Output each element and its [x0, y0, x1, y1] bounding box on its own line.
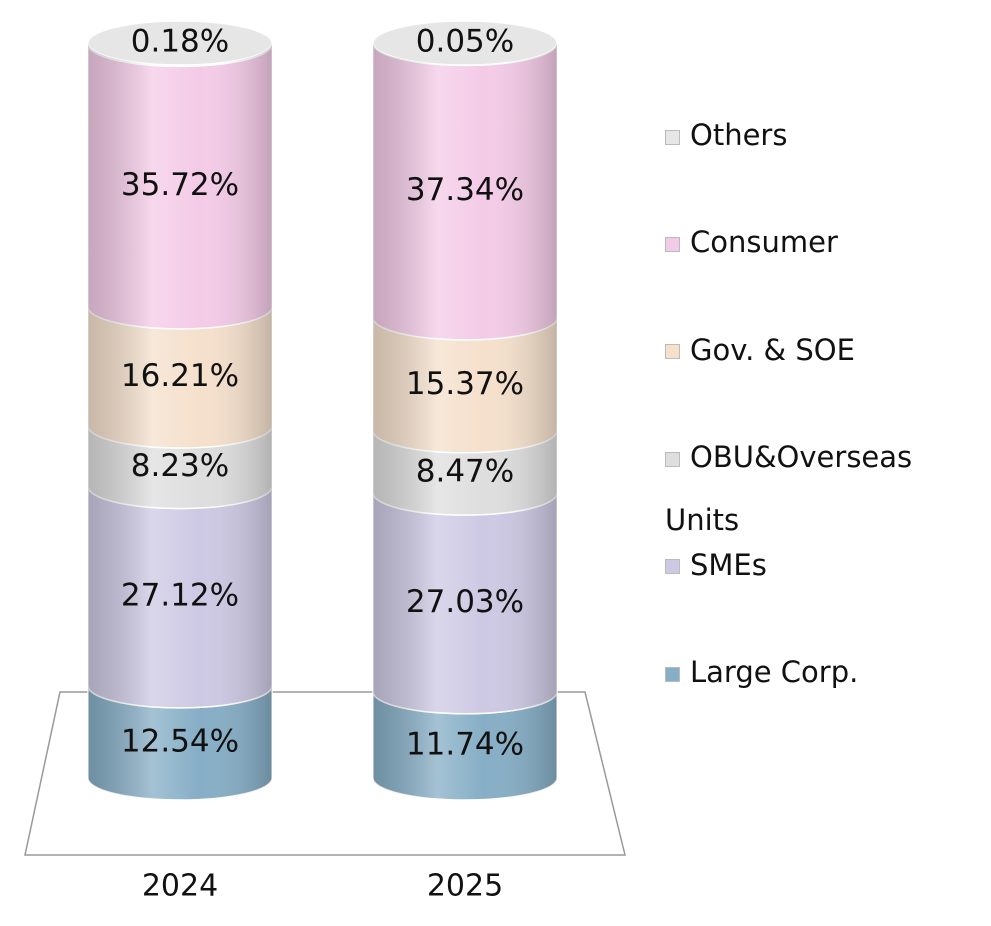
data-label: 37.34% — [406, 172, 524, 208]
x-tick-label: 2025 — [427, 869, 503, 904]
data-label: 15.37% — [406, 366, 524, 402]
legend-label: Others — [690, 118, 788, 152]
legend-label: Gov. & SOE — [690, 332, 855, 367]
legend-item: Gov. & SOE — [665, 319, 985, 382]
data-label: 11.74% — [406, 726, 524, 762]
data-label: 12.54% — [121, 723, 239, 759]
legend-swatch — [665, 666, 680, 682]
data-label: 8.47% — [416, 453, 514, 489]
data-label: 0.18% — [131, 24, 229, 60]
data-label: 16.21% — [121, 358, 239, 394]
legend-label: OBU&Overseas Units — [665, 440, 913, 538]
legend-item: Large Corp. — [665, 641, 985, 704]
data-label: 8.23% — [131, 448, 229, 484]
data-label: 0.05% — [416, 24, 514, 60]
legend-label: Large Corp. — [690, 655, 859, 689]
legend-label: Consumer — [690, 225, 838, 260]
legend-item: Others — [665, 104, 985, 167]
data-label: 27.03% — [406, 584, 524, 620]
legend-swatch — [665, 236, 680, 252]
legend-label: SMEs — [690, 547, 767, 582]
legend-swatch — [665, 344, 680, 360]
legend-item: Consumer — [665, 211, 985, 274]
x-tick-label: 2024 — [142, 869, 218, 904]
legend-item: OBU&Overseas Units — [665, 426, 985, 552]
data-label: 27.12% — [121, 578, 239, 614]
data-label: 35.72% — [121, 167, 239, 203]
legend-swatch — [665, 451, 680, 467]
cylinder-shade — [373, 43, 557, 800]
legend-swatch — [665, 559, 680, 575]
legend-swatch — [665, 129, 680, 145]
legend-item: SMEs — [665, 534, 985, 597]
cylinder-shade — [88, 43, 272, 800]
